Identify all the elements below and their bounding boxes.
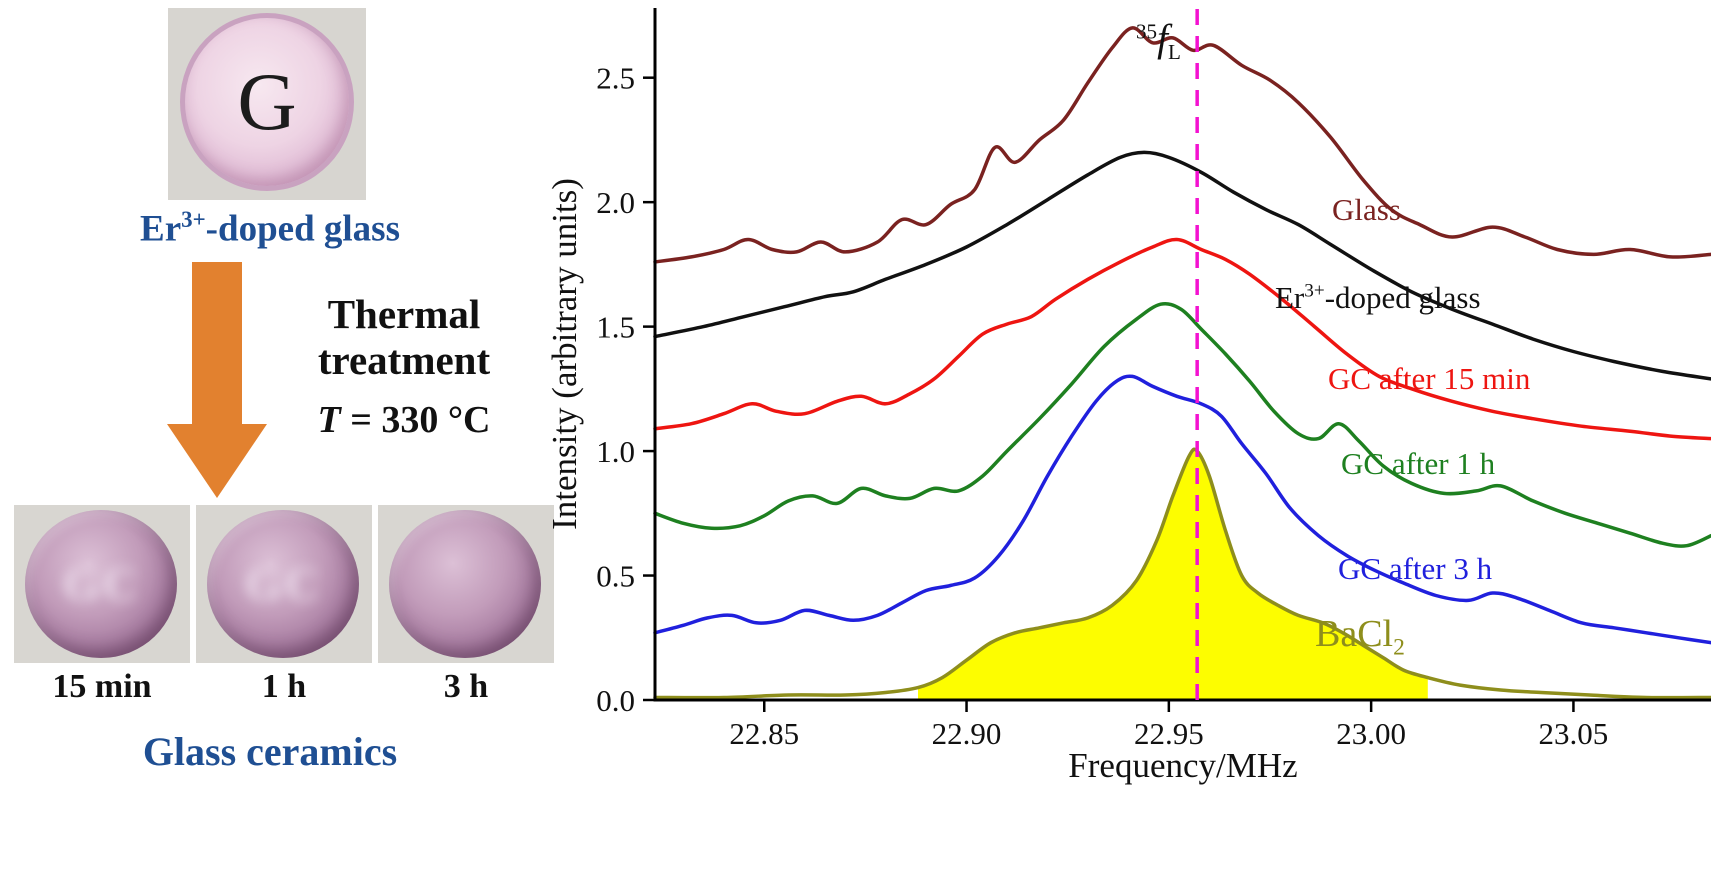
ceramic-disc-1h: GC (207, 510, 359, 658)
temperature-label: T = 330 °C (317, 398, 491, 441)
x-tick-label: 23.05 (1539, 716, 1609, 751)
curve-er3-doped-glass (653, 150, 1711, 381)
glass-sample-photo: G (168, 8, 366, 200)
y-tick-label: 2.0 (596, 185, 635, 220)
thermal-arrow-icon (167, 424, 267, 498)
time-label-1h: 1 h (261, 668, 307, 705)
gc-overlay-text: GC (245, 557, 321, 611)
thermal-treatment-text: Thermal treatment T = 330 °C (268, 291, 540, 442)
x-axis-title: Frequency/MHz (1068, 746, 1298, 785)
thermal-line2: treatment (317, 336, 491, 383)
sample-preparation-panel: G Er3+-doped glass Thermal treatment T =… (0, 0, 554, 886)
y-tick-label: 2.5 (596, 61, 635, 96)
spectra-plot-canvas: 22.85 22.90 22.95 23.00 23.05 0.0 0.5 1.0 1.5 2.0… (596, 8, 1711, 751)
glass-ceramic-photo-3h (378, 505, 554, 663)
y-tick-label: 0.5 (596, 559, 635, 594)
y-tick-label: 1.5 (596, 310, 635, 345)
legend-gc-15min: GC after 15 min (1328, 361, 1531, 396)
glass-disc-letter: G (237, 56, 297, 147)
larmor-frequency-label: 35fL (1136, 17, 1181, 64)
bacl2-filled-area (918, 449, 1428, 700)
ceramic-disc-3h (389, 510, 541, 658)
legend-bacl2: BaCl2 (1315, 613, 1405, 661)
x-tick-label: 22.85 (729, 716, 799, 751)
legend-gc-3h: GC after 3 h (1338, 551, 1493, 586)
curve-gc-after-3-h (653, 374, 1711, 645)
glass-ceramic-photo-1h: GC (196, 505, 372, 663)
x-tick-label: 23.00 (1336, 716, 1406, 751)
glass-ceramics-label: Glass ceramics (142, 729, 398, 774)
y-tick-label: 1.0 (596, 434, 635, 469)
time-label-3h: 3 h (443, 668, 489, 705)
curve-gc-after-15-min (653, 237, 1711, 441)
glass-disc: G (180, 13, 354, 191)
legend-glass: Glass (1332, 192, 1401, 227)
nmr-spectra-chart: 22.85 22.90 22.95 23.00 23.05 0.0 0.5 1.0 1.5 2.0… (540, 0, 1711, 886)
time-label-15min: 15 min (52, 668, 152, 705)
thermal-arrow-shaft (192, 262, 242, 424)
glass-ceramic-photo-15min: GC (14, 505, 190, 663)
y-axis-title: Intensity (arbitrary units) (545, 178, 584, 530)
y-tick-label: 0.0 (596, 683, 635, 718)
curve-glass (653, 26, 1711, 264)
er-doped-glass-label: Er3+-doped glass (140, 207, 400, 250)
thermal-line1: Thermal (327, 291, 481, 337)
legend-gc-1h: GC after 1 h (1341, 446, 1496, 481)
x-tick-label: 22.95 (1134, 716, 1204, 751)
legend-er-doped-glass: Er3+-doped glass (1275, 280, 1481, 315)
gc-overlay-text: GC (63, 557, 139, 611)
x-tick-label: 22.90 (932, 716, 1002, 751)
curve-gc-after-1-h (653, 301, 1711, 548)
ceramic-disc-15min: GC (25, 510, 177, 658)
